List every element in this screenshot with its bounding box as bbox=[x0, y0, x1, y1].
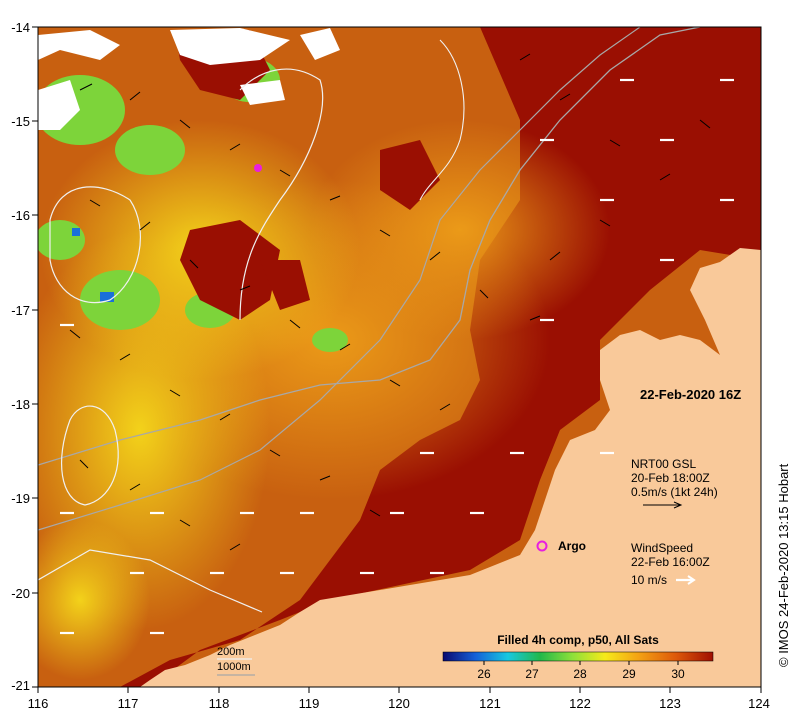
contour-legend: 200m 1000m bbox=[217, 646, 255, 676]
x-tick-label: 118 bbox=[209, 696, 230, 711]
current-legend-line2: 20-Feb 18:00Z bbox=[631, 471, 710, 485]
colorbar-ticks bbox=[483, 661, 679, 665]
bathymetry-contours bbox=[38, 27, 701, 613]
colorbar-title: Filled 4h comp, p50, All Sats bbox=[497, 633, 659, 647]
x-tick-label: 119 bbox=[299, 696, 320, 711]
cloud-gaps bbox=[38, 28, 340, 130]
x-tick-label: 122 bbox=[569, 696, 591, 711]
wind-vectors bbox=[60, 28, 734, 635]
current-vectors bbox=[69, 53, 711, 551]
y-axis-labels: -14 -15 -16 -17 -18 -19 -20 -21 bbox=[11, 20, 30, 693]
y-tick-label: -16 bbox=[11, 208, 30, 223]
current-scale-arrowhead bbox=[673, 501, 683, 509]
wind-legend-line1: WindSpeed bbox=[631, 541, 693, 555]
blue-sst-spots bbox=[72, 228, 114, 302]
timestamp-label: 22-Feb-2020 16Z bbox=[640, 387, 741, 402]
colorbar-tick-label: 26 bbox=[477, 667, 491, 681]
colorbar: Filled 4h comp, p50, All Sats 26 27 28 2… bbox=[442, 633, 714, 681]
wind-scale-arrowhead bbox=[687, 575, 696, 585]
contour-200m-label: 200m bbox=[217, 646, 245, 658]
x-axis-labels: 116 117 118 119 120 121 122 123 124 bbox=[28, 696, 770, 711]
axis-tick-marks bbox=[32, 26, 762, 693]
land-mass bbox=[140, 248, 761, 687]
y-tick-label: -20 bbox=[11, 586, 30, 601]
y-tick-label: -15 bbox=[11, 114, 30, 129]
x-tick-label: 121 bbox=[479, 696, 501, 711]
colorbar-tick-label: 29 bbox=[622, 667, 636, 681]
wind-legend-line3: 10 m/s bbox=[631, 573, 667, 587]
colorbar-gradient bbox=[442, 651, 714, 662]
credit-label: © IMOS 24-Feb-2020 13:15 Hobart bbox=[776, 463, 791, 667]
wind-legend: WindSpeed 22-Feb 16:00Z 10 m/s bbox=[631, 541, 710, 587]
y-tick-label: -14 bbox=[11, 20, 30, 35]
x-tick-label: 123 bbox=[659, 696, 681, 711]
current-legend: NRT00 GSL 20-Feb 18:00Z 0.5m/s (1kt 24h) bbox=[631, 457, 718, 509]
current-legend-line3: 0.5m/s (1kt 24h) bbox=[631, 485, 718, 499]
x-tick-label: 120 bbox=[388, 696, 410, 711]
y-tick-label: -21 bbox=[11, 678, 30, 693]
argo-label: Argo bbox=[558, 539, 586, 553]
y-tick-label: -17 bbox=[11, 303, 30, 318]
x-tick-label: 117 bbox=[118, 696, 139, 711]
current-legend-line1: NRT00 GSL bbox=[631, 457, 696, 471]
wind-legend-line2: 22-Feb 16:00Z bbox=[631, 555, 710, 569]
y-tick-label: -19 bbox=[11, 491, 30, 506]
pink-marker bbox=[254, 164, 262, 172]
contour-1000m-label: 1000m bbox=[217, 661, 251, 673]
argo-marker-icon bbox=[536, 540, 548, 552]
argo-float: Argo bbox=[536, 539, 586, 553]
y-tick-label: -18 bbox=[11, 397, 30, 412]
colorbar-tick-label: 27 bbox=[525, 667, 539, 681]
x-tick-label: 124 bbox=[748, 696, 770, 711]
x-tick-label: 116 bbox=[28, 696, 49, 711]
colorbar-tick-label: 30 bbox=[671, 667, 685, 681]
yellow-sst-patch-3 bbox=[38, 520, 150, 680]
colorbar-tick-label: 28 bbox=[573, 667, 587, 681]
